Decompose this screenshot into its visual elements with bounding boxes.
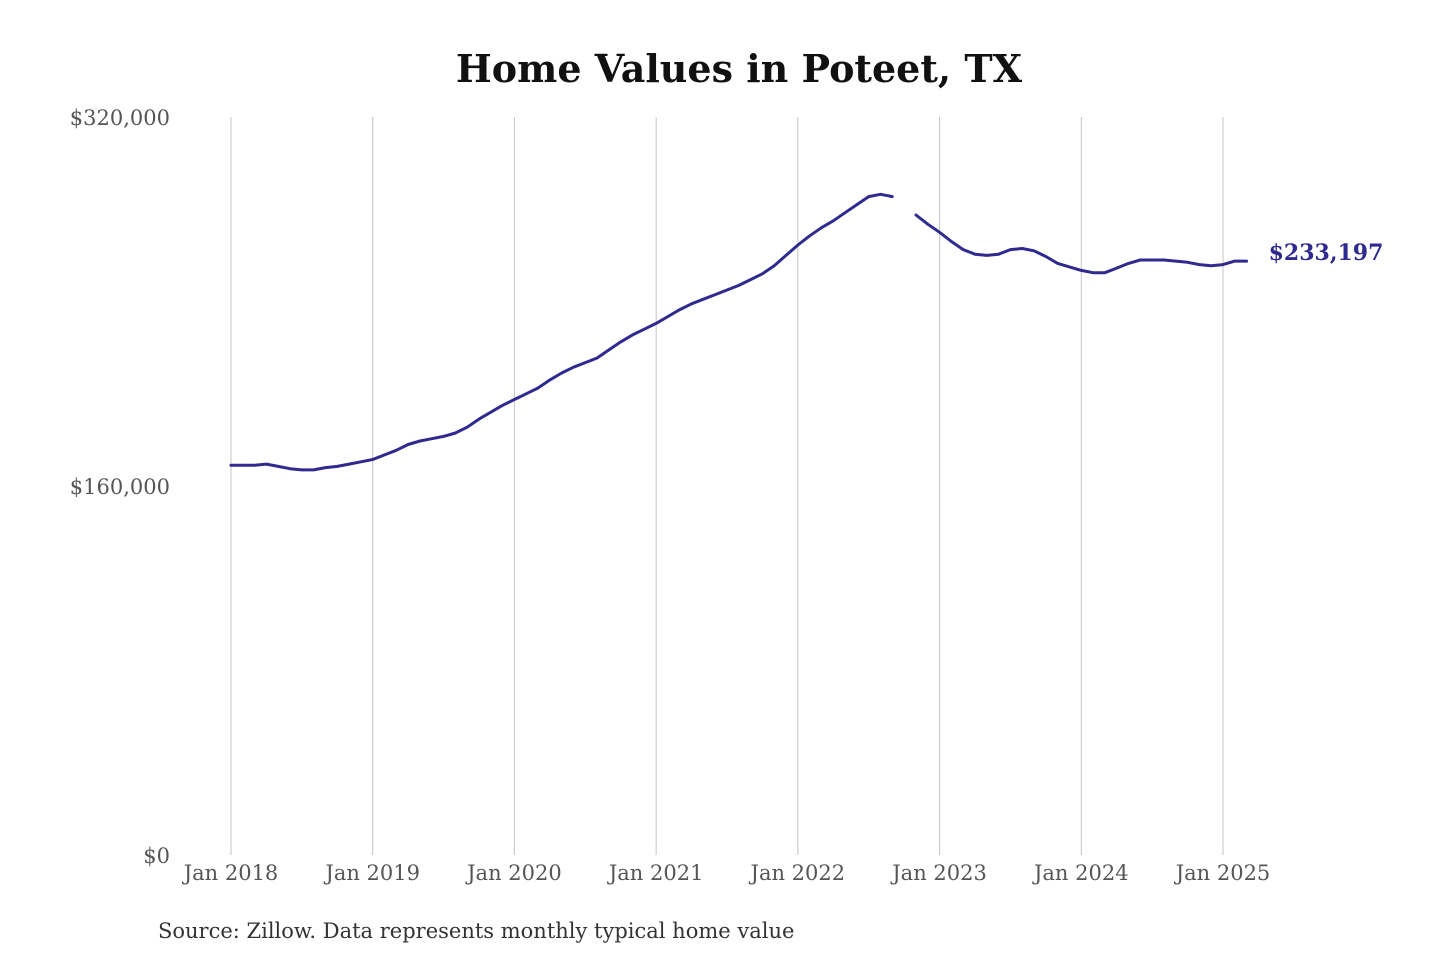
x-tick-label: Jan 2023	[890, 861, 987, 885]
y-tick-label: $160,000	[70, 475, 170, 499]
series-line-segment-1	[229, 192, 894, 472]
y-tick-label: $0	[143, 844, 170, 868]
vertical-gridlines	[230, 117, 1224, 855]
y-tick-label: $320,000	[70, 106, 170, 130]
x-tick-label: Jan 2018	[182, 861, 279, 885]
source-note: Source: Zillow. Data represents monthly …	[158, 919, 794, 943]
y-axis-tick-labels: $0 $160,000 $320,000	[70, 106, 170, 868]
chart-title: Home Values in Poteet, TX	[456, 46, 1023, 91]
x-tick-label: Jan 2019	[323, 861, 420, 885]
x-tick-label: Jan 2020	[465, 861, 562, 885]
x-tick-label: Jan 2025	[1174, 861, 1271, 885]
end-value-label: $233,197	[1269, 240, 1384, 266]
x-tick-label: Jan 2021	[607, 861, 704, 885]
series-lines	[229, 192, 1249, 472]
x-tick-label: Jan 2024	[1032, 861, 1129, 885]
x-axis-tick-labels: Jan 2018 Jan 2019 Jan 2020 Jan 2021 Jan 2022…	[182, 861, 1271, 885]
series-line-segment-2	[914, 213, 1249, 275]
x-tick-label: Jan 2022	[749, 861, 846, 885]
